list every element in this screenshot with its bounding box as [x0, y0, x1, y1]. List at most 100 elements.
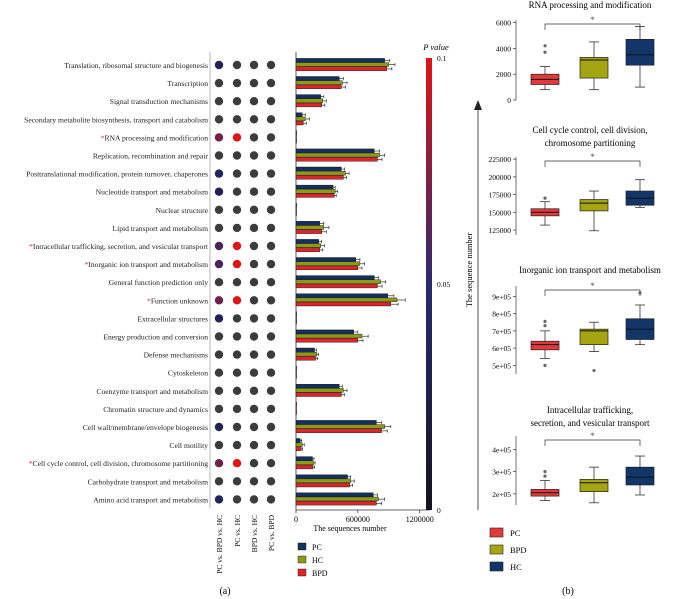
colorbar-tick-0: 0 [437, 506, 441, 515]
colorbar-gradient [426, 58, 432, 510]
box-HC [625, 39, 655, 66]
bar-BPD-24 [295, 501, 377, 506]
dot-21-2 [249, 440, 259, 450]
significance-bracket [544, 439, 641, 446]
bar-BPD-21 [295, 446, 302, 451]
category-label-inorganic-ion-transport-and-metabolism: *Inorganic ion transport and metabolism [85, 260, 209, 269]
outlier-PC-0 [543, 196, 547, 200]
bar-BPD-0 [295, 66, 387, 71]
dot-0-1 [232, 60, 242, 70]
box-y-tick-label-125000: 125000 [489, 226, 512, 235]
bar-BPD-16 [295, 356, 316, 361]
bar-HC-5 [295, 152, 380, 158]
dot-8-0 [214, 205, 224, 214]
category-text: Lipid transport and metabolism [112, 224, 208, 233]
dot-19-3 [266, 404, 276, 414]
bar-x-tick-label-0: 0 [294, 515, 298, 524]
bar-BPD-4 [295, 138, 297, 144]
significance-star: * [101, 133, 105, 142]
category-label-function-unknown: *Function unknown [147, 296, 208, 305]
legend-swatch-PC [297, 542, 307, 551]
category-text: Amino acid transport and metabolism [93, 495, 208, 504]
box-y-tick-label-150000: 150000 [489, 208, 512, 217]
box-plots: The sequence number RNA processing and mo… [464, 0, 661, 510]
bar-PC-7 [295, 184, 334, 190]
category-label-cytoskeleton: Cytoskeleton [168, 369, 208, 378]
bar-BPD-9 [295, 229, 322, 234]
dot-5-3 [266, 151, 276, 160]
significance-bracket [544, 160, 641, 167]
dot-7-2 [249, 187, 259, 196]
dot-18-1 [232, 386, 242, 395]
dot-5-0 [214, 151, 224, 160]
outlier-PC-0 [543, 363, 547, 367]
bar-HC-18 [295, 388, 344, 393]
bar-HC-14 [295, 315, 297, 321]
dot-14-0 [214, 314, 224, 323]
dot-0-3 [266, 60, 276, 70]
category-text: Energy production and conversion [103, 333, 208, 342]
dot-2-3 [266, 97, 276, 106]
box-y-tick-label-0: 0 [507, 96, 511, 105]
bar-HC-3 [295, 116, 306, 122]
outlier-BPD-0 [592, 368, 596, 373]
bar-BPD-6 [295, 175, 344, 180]
dot-18-0 [214, 386, 224, 395]
bar-HC-20 [295, 424, 385, 429]
dot-7-0 [214, 187, 224, 196]
bar-PC-4 [295, 130, 297, 135]
significance-star: * [590, 281, 595, 291]
dot-22-2 [249, 459, 259, 468]
bar-PC-17 [295, 365, 297, 371]
box-legend: PC BPD HC [489, 527, 527, 572]
bar-BPD-3 [295, 120, 304, 126]
dot-21-0 [214, 440, 224, 450]
outlier-PC-1 [543, 470, 547, 474]
category-label-secondary-metabolite-biosynthesis-transport-and-catabolism: Secondary metabolite biosynthesis, trans… [24, 115, 208, 124]
box-title: RNA processing and modification [529, 0, 652, 10]
dot-20-1 [232, 422, 242, 432]
category-text: Posttranslational modification, protein … [26, 170, 208, 179]
dot-23-1 [232, 477, 242, 486]
bar-PC-2 [295, 94, 321, 99]
box-y-arrowhead [474, 100, 482, 110]
box-BPD [579, 328, 609, 346]
box-HC [625, 466, 655, 486]
dot-6-3 [266, 169, 276, 178]
category-text: Transcription [167, 79, 208, 88]
box-title-line1: Intracellular trafficking, [547, 405, 633, 415]
dot-16-3 [266, 350, 276, 359]
bar-HC-21 [295, 442, 303, 447]
box-legend-label-HC: HC [510, 562, 522, 572]
bar-BPD-12 [295, 283, 378, 289]
bar-BPD-17 [295, 374, 297, 379]
bar-PC-3 [295, 112, 303, 117]
dot-13-3 [266, 296, 276, 305]
dot-12-3 [266, 278, 276, 287]
bar-HC-12 [295, 279, 381, 284]
significance-star: * [29, 242, 33, 251]
bar-HC-9 [295, 225, 325, 230]
bar-PC-10 [295, 239, 319, 244]
dot-10-2 [249, 241, 259, 251]
dot-19-1 [232, 404, 242, 414]
bar-PC-8 [295, 202, 297, 208]
category-label-cell-cycle-control-cell-division-chromosome-partitioning: *Cell cycle control, cell division, chro… [29, 459, 208, 468]
dot-18-3 [266, 386, 276, 395]
category-label-energy-production-and-conversion: Energy production and conversion [103, 333, 208, 342]
bar-PC-13 [295, 293, 388, 298]
dot-9-2 [249, 223, 259, 233]
dot-24-3 [266, 495, 276, 504]
bar-HC-0 [295, 62, 389, 67]
category-label-cell-motility: Cell motility [169, 441, 208, 450]
bar-PC-18 [295, 384, 340, 389]
dot-24-1 [232, 495, 242, 504]
category-label-translation-ribosomal-structure-and-biogenesis: Translation, ribosomal structure and bio… [64, 61, 208, 70]
bar-PC-14 [295, 311, 297, 316]
bar-x-axis-title: The sequences number [313, 524, 387, 533]
box-legend-swatch-PC [489, 527, 504, 538]
dot-14-3 [266, 314, 276, 323]
dot-5-2 [249, 151, 259, 160]
box-y-axis-title: The sequence number [464, 233, 474, 308]
